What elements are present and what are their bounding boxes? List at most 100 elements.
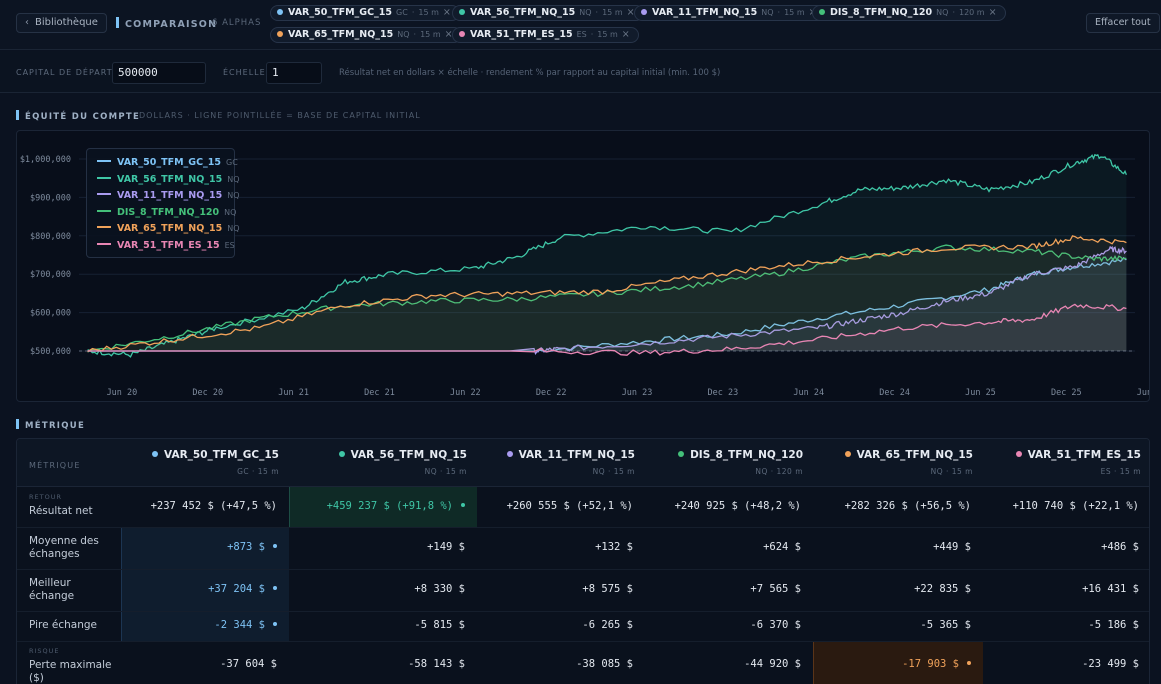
chip-timeframe: 15 m bbox=[420, 30, 441, 39]
scale-label: ÉCHELLE bbox=[223, 68, 266, 77]
y-tick-label: $1,000,000 bbox=[20, 155, 71, 165]
metric-cell: -38 085 $ bbox=[576, 658, 633, 670]
legend-instrument: NQ bbox=[227, 174, 240, 184]
legend-instrument: NQ bbox=[227, 191, 240, 200]
row-group-label: RETOUR bbox=[29, 493, 62, 501]
legend-item: VAR_50_TFM_GC_15 GC bbox=[97, 157, 238, 171]
capital-input[interactable]: 500000 bbox=[112, 62, 206, 84]
x-tick-label: Dec 23 bbox=[708, 388, 739, 398]
column-header-name: DIS_8_TFM_NQ_120 bbox=[678, 449, 803, 461]
series-color-dot bbox=[277, 31, 283, 37]
clear-all-button[interactable]: Effacer tout bbox=[1086, 13, 1160, 33]
x-tick-label: Jun 20 bbox=[107, 388, 138, 398]
series-color-dot bbox=[844, 451, 851, 457]
series-color-dot bbox=[459, 9, 465, 15]
metric-cell: +37 204 $ bbox=[208, 583, 277, 595]
column-header-sub: ES · 15 m bbox=[1100, 467, 1141, 476]
legend-item: VAR_11_TFM_NQ_15 NQ bbox=[97, 190, 240, 204]
x-tick-label: Jun 21 bbox=[278, 388, 309, 398]
y-tick-label: $600,000 bbox=[30, 309, 71, 319]
metric-cell: -58 143 $ bbox=[408, 658, 465, 670]
series-area bbox=[87, 245, 1127, 353]
x-tick-label: Jun 26 bbox=[1137, 388, 1150, 398]
column-header[interactable]: VAR_50_TFM_GC_15 GC · 15 m bbox=[121, 439, 289, 487]
legend-label: VAR_65_TFM_NQ_15 bbox=[117, 223, 223, 234]
x-tick-label: Dec 21 bbox=[364, 388, 395, 398]
chip-name: DIS_8_TFM_NQ_120 bbox=[830, 7, 933, 18]
row-divider bbox=[17, 569, 1149, 570]
series-color-dot bbox=[506, 451, 513, 457]
comparison-title: COMPARAISON bbox=[116, 17, 217, 30]
alpha-chip[interactable]: VAR_51_TFM_ES_15 ES · 15 m × bbox=[452, 27, 639, 43]
legend-instrument: GC bbox=[226, 158, 238, 167]
scale-input[interactable]: 1 bbox=[266, 62, 322, 84]
best-indicator-dot bbox=[273, 622, 277, 626]
remove-chip-icon[interactable]: × bbox=[626, 7, 635, 18]
chip-name: VAR_56_TFM_NQ_15 bbox=[470, 7, 576, 18]
x-tick-label: Jun 24 bbox=[793, 388, 824, 398]
metric-cell: +282 326 $ (+56,5 %) bbox=[844, 500, 971, 512]
chip-instrument: NQ bbox=[761, 8, 774, 17]
column-header-sub: NQ · 120 m bbox=[755, 467, 803, 476]
column-header[interactable]: VAR_56_TFM_NQ_15 NQ · 15 m bbox=[289, 439, 477, 487]
best-value-highlight bbox=[121, 527, 289, 569]
metric-cell: +449 $ bbox=[933, 541, 971, 553]
chip-name: VAR_65_TFM_NQ_15 bbox=[288, 29, 394, 40]
x-tick-label: Jun 25 bbox=[965, 388, 996, 398]
column-header-name: VAR_11_TFM_NQ_15 bbox=[506, 449, 635, 461]
x-tick-label: Dec 20 bbox=[192, 388, 223, 398]
top-bar: ‹ Bibliothèque COMPARAISON 6 ALPHAS VAR_5… bbox=[0, 0, 1161, 50]
row-divider bbox=[17, 641, 1149, 642]
capital-label: CAPITAL DE DÉPART bbox=[16, 68, 113, 77]
metric-header-label: MÉTRIQUE bbox=[29, 461, 81, 470]
chip-timeframe: 120 m bbox=[958, 8, 985, 17]
remove-chip-icon[interactable]: × bbox=[621, 29, 630, 40]
y-tick-label: $700,000 bbox=[30, 270, 71, 280]
back-to-library-button[interactable]: ‹ Bibliothèque bbox=[16, 13, 107, 33]
series-color-dot bbox=[819, 9, 825, 15]
legend-swatch bbox=[97, 242, 111, 245]
row-label: Résultat net bbox=[29, 505, 93, 517]
back-label: Bibliothèque bbox=[35, 17, 98, 28]
alpha-chip[interactable]: VAR_65_TFM_NQ_15 NQ · 15 m × bbox=[270, 27, 462, 43]
column-header[interactable]: DIS_8_TFM_NQ_120 NQ · 120 m bbox=[645, 439, 813, 487]
metric-cell: -5 365 $ bbox=[920, 619, 971, 631]
alpha-chip[interactable]: VAR_50_TFM_GC_15 GC · 15 m × bbox=[270, 5, 460, 21]
chip-name: VAR_50_TFM_GC_15 bbox=[288, 7, 393, 18]
metric-cell: +149 $ bbox=[427, 541, 465, 553]
best-value-highlight bbox=[813, 641, 983, 684]
chip-instrument: NQ bbox=[397, 30, 410, 39]
series-color-dot bbox=[152, 451, 159, 457]
chip-instrument: NQ bbox=[579, 8, 592, 17]
alpha-chip[interactable]: VAR_56_TFM_NQ_15 NQ · 15 m × bbox=[452, 5, 644, 21]
metric-cell: +110 740 $ (+22,1 %) bbox=[1012, 500, 1139, 512]
column-header-sub: NQ · 15 m bbox=[592, 467, 635, 476]
x-tick-label: Dec 24 bbox=[879, 388, 910, 398]
legend-label: VAR_11_TFM_NQ_15 bbox=[117, 190, 223, 201]
remove-chip-icon[interactable]: × bbox=[444, 29, 453, 40]
settings-help-text: Résultat net en dollars × échelle · rend… bbox=[339, 68, 721, 78]
legend-swatch bbox=[97, 176, 111, 179]
remove-chip-icon[interactable]: × bbox=[988, 7, 997, 18]
row-label: Meilleur échange bbox=[29, 577, 75, 602]
legend-item: VAR_65_TFM_NQ_15 NQ bbox=[97, 223, 240, 237]
chip-timeframe: 15 m bbox=[418, 8, 439, 17]
metric-cell: -6 265 $ bbox=[582, 619, 633, 631]
legend-instrument: NQ bbox=[227, 224, 240, 233]
column-header[interactable]: VAR_51_TFM_ES_15 ES · 15 m bbox=[983, 439, 1149, 487]
legend-label: DIS_8_TFM_NQ_120 bbox=[117, 206, 220, 218]
series-line bbox=[87, 235, 1127, 353]
series-area bbox=[87, 257, 1127, 352]
legend-instrument: ES bbox=[224, 240, 235, 250]
column-header[interactable]: VAR_11_TFM_NQ_15 NQ · 15 m bbox=[477, 439, 645, 487]
metrics-table: MÉTRIQUE VAR_50_TFM_GC_15 GC · 15 m VAR_56… bbox=[16, 438, 1150, 684]
best-value-highlight bbox=[121, 569, 289, 611]
series-line bbox=[87, 244, 1127, 353]
metric-cell: +16 431 $ bbox=[1082, 583, 1139, 595]
remove-chip-icon[interactable]: × bbox=[442, 7, 451, 18]
alpha-chip[interactable]: DIS_8_TFM_NQ_120 NQ · 120 m × bbox=[812, 5, 1006, 21]
series-color-dot bbox=[678, 451, 685, 457]
chip-name: VAR_11_TFM_NQ_15 bbox=[652, 7, 758, 18]
column-header[interactable]: VAR_65_TFM_NQ_15 NQ · 15 m bbox=[813, 439, 983, 487]
